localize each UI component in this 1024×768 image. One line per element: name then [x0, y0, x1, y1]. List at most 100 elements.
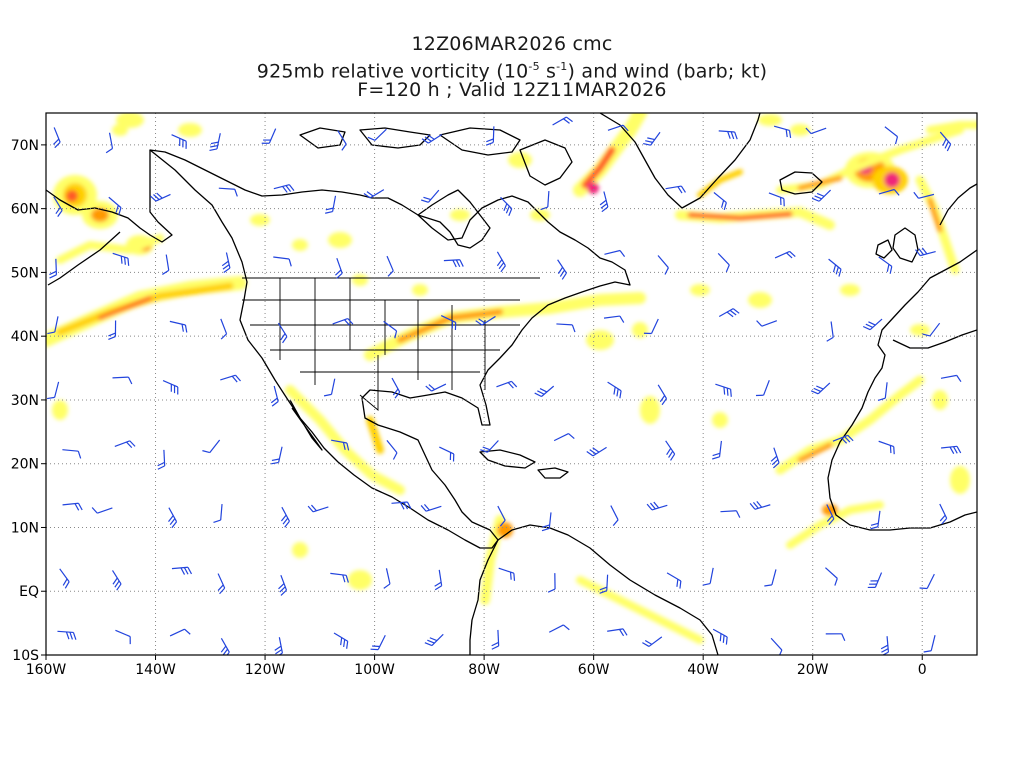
- wind-barb: [768, 192, 785, 207]
- wind-barb: [440, 315, 457, 331]
- wind-barb: [162, 254, 170, 275]
- wind-barb: [713, 192, 727, 211]
- wind-barb: [386, 255, 394, 277]
- wind-barb: [274, 637, 283, 655]
- wind-barb: [941, 445, 962, 454]
- wind-barb: [755, 380, 770, 397]
- vorticity-blob: [586, 330, 614, 350]
- wind-barb: [217, 573, 226, 595]
- wind-barb: [108, 196, 122, 216]
- wind-barb: [643, 131, 661, 146]
- lat-tick-label: 30N: [11, 393, 39, 409]
- vorticity-band: [285, 385, 405, 495]
- wind-barb: [209, 133, 221, 152]
- vorticity-blob: [758, 114, 782, 126]
- wind-barb: [337, 130, 347, 151]
- wind-barb: [643, 318, 659, 335]
- title-line-2: 925mb relative vorticity (10-5 s-1) and …: [256, 60, 768, 83]
- wind-barb: [657, 384, 668, 406]
- wind-barb: [485, 126, 495, 146]
- wind-barb: [534, 385, 555, 398]
- wind-barb: [862, 318, 883, 331]
- wind-barb: [923, 635, 936, 653]
- vorticity-blob: [352, 274, 368, 286]
- wind-barb: [218, 187, 238, 197]
- wind-barb: [383, 568, 391, 589]
- wind-barb: [49, 258, 58, 279]
- wind-barb: [702, 567, 714, 586]
- vorticity-blob: [412, 284, 428, 296]
- wind-barb: [878, 188, 900, 196]
- wind-barb: [500, 196, 513, 216]
- state-borders: [242, 277, 540, 411]
- wind-barb: [915, 247, 936, 257]
- wind-barb: [273, 256, 292, 267]
- wind-barb: [665, 440, 676, 461]
- wind-barb: [832, 434, 854, 444]
- wind-barb: [764, 569, 777, 587]
- wind-barb: [53, 196, 63, 218]
- vorticity-blob: [790, 124, 810, 136]
- wind-barb: [825, 633, 846, 642]
- wind-barb: [47, 316, 59, 335]
- wind-barb: [475, 315, 496, 326]
- wind-barb: [59, 568, 70, 589]
- wind-barb: [202, 439, 221, 454]
- wind-barb: [657, 255, 669, 275]
- wind-barb: [756, 320, 778, 327]
- wind-barb: [770, 637, 783, 655]
- vorticity-blob: [712, 412, 728, 428]
- wind-barbs: [47, 116, 962, 655]
- wind-barb: [335, 258, 343, 279]
- wind-barb: [884, 126, 899, 145]
- vorticity-blob: [178, 123, 202, 137]
- axis-ticks: 160W 140W 120W 100W 80W 60W 40W 20W 0 70N 60N 50N 40…: [11, 138, 927, 678]
- wind-barb: [496, 251, 506, 273]
- vorticity-blob: [52, 400, 68, 420]
- lat-tick-label: 10N: [11, 520, 39, 536]
- wind-barb: [62, 449, 82, 459]
- vorticity-band: [927, 197, 943, 233]
- vorticity-blob: [508, 152, 532, 168]
- lon-tick-label: 80W: [468, 662, 500, 678]
- wind-barb: [367, 128, 387, 141]
- lat-tick-label: 50N: [11, 265, 39, 281]
- wind-barb: [870, 510, 881, 530]
- wind-barb: [391, 377, 401, 399]
- vorticity-blob: [840, 284, 860, 296]
- lon-tick-label: 140W: [135, 662, 176, 678]
- vorticity-blob: [292, 542, 308, 558]
- coastlines: [46, 113, 977, 655]
- wind-barb: [57, 630, 77, 640]
- wind-barb: [171, 134, 187, 149]
- wind-barb: [425, 383, 447, 392]
- wind-barb: [169, 320, 188, 333]
- wind-barb: [47, 381, 60, 400]
- wind-barb: [220, 318, 228, 340]
- wind-barb: [278, 574, 288, 596]
- map-frame: [45, 112, 978, 656]
- lat-tick-label: EQ: [19, 584, 39, 600]
- vorticity-band: [366, 416, 384, 454]
- wind-barb: [826, 321, 834, 342]
- wind-barb: [112, 252, 130, 266]
- wind-barb: [171, 566, 193, 575]
- vorticity-band: [786, 501, 884, 549]
- wind-barb: [421, 189, 440, 203]
- wind-barb: [712, 440, 723, 460]
- lon-tick-label: 160W: [26, 662, 67, 678]
- wind-barb: [878, 440, 895, 455]
- vorticity-blob: [632, 322, 648, 338]
- wind-barb: [940, 374, 962, 383]
- vorticity-blob: [587, 182, 599, 194]
- wind-barb: [169, 628, 191, 637]
- vorticity-blob: [910, 324, 930, 336]
- lat-tick-label: 10S: [12, 648, 39, 664]
- lat-tick-label: 20N: [11, 457, 39, 473]
- wind-barb: [273, 184, 295, 193]
- wind-barb: [149, 192, 171, 202]
- wind-barb: [646, 501, 668, 511]
- wind-barb: [115, 629, 131, 645]
- wind-barb: [277, 322, 288, 344]
